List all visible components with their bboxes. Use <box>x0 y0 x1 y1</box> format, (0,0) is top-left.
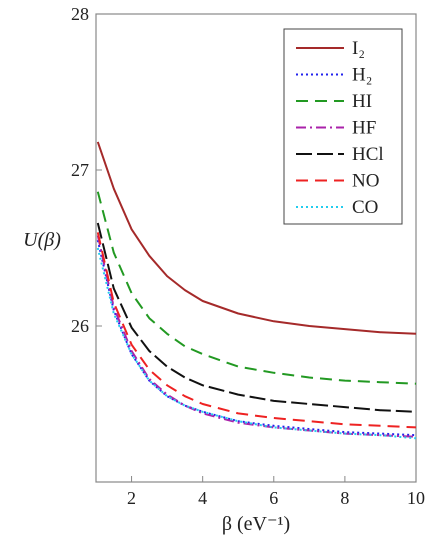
legend-label: CO <box>352 197 378 218</box>
series-line <box>96 239 417 437</box>
legend-label: NO <box>352 171 379 192</box>
series-line <box>96 232 417 429</box>
plot-frame <box>95 13 417 483</box>
y-tick-label: 27 <box>71 160 89 180</box>
series-line <box>96 247 417 440</box>
legend: I₂ H₂ HI HF HCl NO CO <box>283 28 403 225</box>
y-axis-label: U(β) <box>23 229 61 251</box>
x-tick-label: 4 <box>198 488 207 508</box>
series-line <box>96 235 417 438</box>
legend-label: HI <box>352 91 372 112</box>
legend-label: HF <box>352 118 376 139</box>
ticks-layer: 2 4 6 8 10 26 27 28 <box>71 4 425 508</box>
x-tick-label: 2 <box>127 488 136 508</box>
legend-label: I₂ <box>352 38 365 59</box>
series-line <box>96 222 417 413</box>
series-layer <box>96 141 417 440</box>
x-axis-label: β (eV⁻¹) <box>222 513 290 535</box>
y-tick-label: 26 <box>71 316 89 336</box>
series-line <box>96 141 417 335</box>
x-tick-label: 8 <box>340 488 349 508</box>
legend-label: H₂ <box>352 65 372 86</box>
legend-label: HCl <box>352 144 384 165</box>
x-tick-label: 10 <box>407 488 425 508</box>
series-line <box>96 191 417 385</box>
x-tick-label: 6 <box>269 488 278 508</box>
y-tick-label: 28 <box>71 4 89 24</box>
